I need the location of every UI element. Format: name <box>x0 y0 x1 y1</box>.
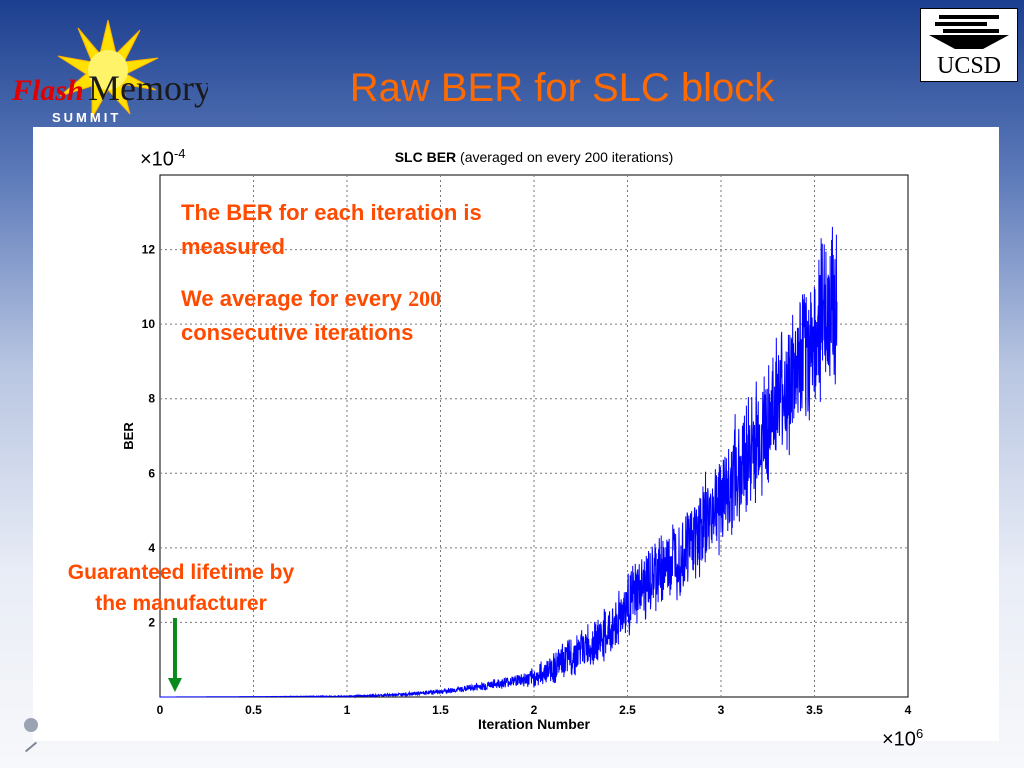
slide-title: Raw BER for SLC block <box>349 66 775 110</box>
x-tick-label: 4 <box>905 703 912 717</box>
y-multiplier-base: ×10 <box>140 148 174 171</box>
annotation-average-number: 200 <box>408 286 442 311</box>
y-axis-multiplier: ×10-4 <box>140 146 186 172</box>
decorative-circle <box>24 718 38 732</box>
ucsd-logo-text: UCSD <box>937 53 1001 79</box>
annotation-average-suffix: consecutive iterations <box>181 320 414 345</box>
logo-summit-text: SUMMIT <box>52 110 121 125</box>
lifetime-arrow-icon <box>167 618 182 692</box>
x-tick-label: 2 <box>531 703 538 717</box>
flash-memory-summit-logo: Flash Memory SUMMIT <box>11 19 208 125</box>
grid-lines <box>160 175 908 697</box>
annotation-average: We average for every 200 consecutive ite… <box>181 282 541 350</box>
x-multiplier-base: ×10 <box>882 728 916 751</box>
x-ticks: 0 0.5 1 1.5 2 2.5 3 3.5 4 <box>157 703 912 717</box>
logo-flash-text: Flash <box>11 74 84 107</box>
y-axis-label: BER <box>121 422 136 450</box>
y-tick-label: 6 <box>148 466 155 480</box>
x-tick-label: 0 <box>157 703 164 717</box>
x-axis-multiplier: ×106 <box>882 726 923 752</box>
x-tick-label: 3.5 <box>806 703 823 717</box>
y-tick-label: 2 <box>148 615 155 629</box>
chart-title-bold: SLC BER <box>395 149 456 165</box>
y-tick-label: 8 <box>148 392 155 406</box>
x-tick-label: 3 <box>718 703 725 717</box>
ucsd-emblem-icon <box>929 15 1009 49</box>
annotation-guaranteed-lifetime: Guaranteed lifetime by the manufacturer <box>67 561 295 615</box>
x-tick-label: 2.5 <box>619 703 636 717</box>
x-tick-label: 1 <box>344 703 351 717</box>
y-ticks: 2 4 6 8 10 12 <box>142 243 156 630</box>
x-tick-label: 1.5 <box>432 703 449 717</box>
y-tick-label: 10 <box>142 317 156 331</box>
ucsd-logo: UCSD <box>920 8 1018 82</box>
y-multiplier-exponent: -4 <box>173 146 186 161</box>
annotation-average-prefix: We average for every <box>181 286 409 311</box>
x-axis-label: Iteration Number <box>478 716 591 732</box>
annotation-measured: The BER for each iteration is measured <box>181 200 482 259</box>
y-tick-label: 12 <box>142 243 156 257</box>
y-tick-label: 4 <box>148 541 155 555</box>
ber-series-line <box>160 226 838 699</box>
x-multiplier-exponent: 6 <box>915 726 924 741</box>
starburst-icon <box>57 19 159 120</box>
chart-title: SLC BER (averaged on every 200 iteration… <box>395 149 674 165</box>
chart-title-rest: (averaged on every 200 iterations) <box>456 149 673 165</box>
logo-memory-text: Memory <box>88 68 208 108</box>
x-tick-label: 0.5 <box>245 703 262 717</box>
